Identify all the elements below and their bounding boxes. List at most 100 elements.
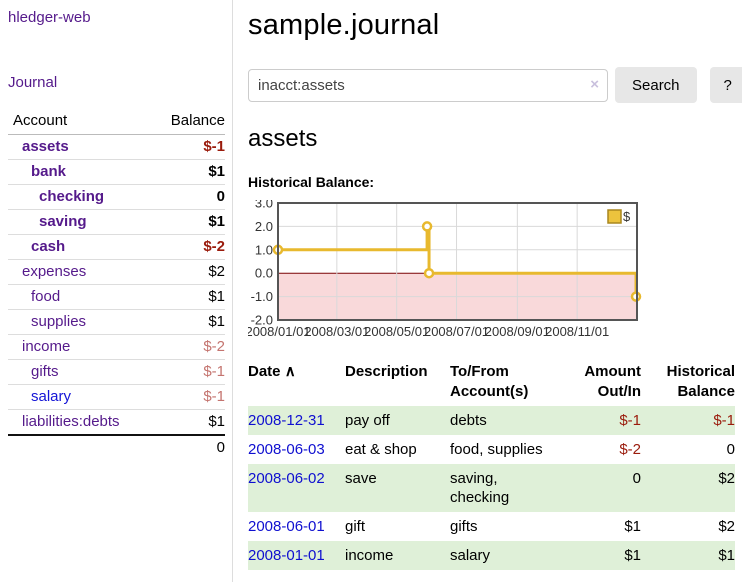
y-axis-tick-label: -2.0: [251, 313, 273, 328]
transaction-date-link[interactable]: 2008-01-01: [248, 547, 325, 564]
account-balance: $2: [154, 259, 225, 285]
account-link-expenses[interactable]: expenses: [22, 263, 87, 280]
transaction-amount: $-1: [619, 412, 641, 429]
account-balance: $1: [154, 159, 225, 185]
accounts-total-row: 0: [8, 434, 225, 460]
account-balance: $-1: [154, 359, 225, 385]
legend-label: $: [623, 209, 631, 224]
app-title-link[interactable]: hledger-web: [8, 9, 91, 26]
account-link-supplies[interactable]: supplies: [31, 313, 87, 330]
account-row: supplies $1: [8, 309, 225, 335]
chart-title: Historical Balance:: [248, 174, 375, 190]
y-axis-tick-label: 3.0: [255, 200, 273, 211]
search-input[interactable]: [248, 68, 608, 102]
register-row: 2008-06-03 eat & shop food, supplies $-2 0: [248, 435, 735, 464]
search-button[interactable]: Search: [615, 67, 697, 103]
x-axis-tick-label: 2008/11/01: [545, 324, 609, 339]
account-row: income $-2: [8, 334, 225, 360]
date-header-label: Date: [248, 363, 281, 380]
transaction-amount: $-2: [619, 441, 641, 458]
account-link-checking[interactable]: checking: [39, 188, 105, 205]
transaction-date-link[interactable]: 2008-06-01: [248, 518, 325, 535]
transaction-description: save: [345, 470, 377, 487]
data-point-marker: [423, 267, 435, 279]
register-row: 2008-06-02 save saving, checking 0 $2: [248, 464, 735, 512]
account-row: gifts $-1: [8, 359, 225, 385]
search-form: × Search ?: [248, 67, 742, 103]
transaction-balance: $2: [718, 470, 735, 487]
transaction-balance: $-1: [713, 412, 735, 429]
register-header-accounts: To/From Account(s): [450, 363, 529, 400]
accounts-table: Account Balance assets $-1 bank $1 checking 0…: [8, 109, 225, 460]
register-row: 2008-01-01 income salary $1 $1: [248, 541, 735, 570]
balance-chart: $3.0 2.0 1.0 0.0 -1.0 -2.0 2008/01/01 2008/03/0…: [245, 196, 735, 342]
account-balance: 0: [154, 184, 225, 210]
transaction-description: gift: [345, 518, 366, 535]
account-balance: $-1: [154, 384, 225, 410]
account-row: cash $-2: [8, 234, 225, 260]
x-axis-tick-label: 2008/05/01: [364, 324, 429, 339]
account-link-income[interactable]: income: [22, 338, 71, 355]
account-balance: $-2: [154, 234, 225, 260]
clear-search-icon[interactable]: ×: [590, 75, 599, 93]
register-table: Date ∧ Description To/From Account(s) Am…: [248, 360, 735, 570]
chart-svg: $3.0 2.0 1.0 0.0 -1.0 -2.02008/01/012008/03/0…: [245, 196, 642, 339]
account-row: checking 0: [8, 184, 225, 210]
accounts-header-account: Account: [8, 109, 155, 135]
register-header-amount: Amount Out/In: [584, 363, 641, 400]
transaction-date-link[interactable]: 2008-06-02: [248, 470, 325, 487]
x-axis-tick-label: 2008/01/01: [248, 324, 311, 339]
sort-ascending-icon: ∧: [284, 363, 296, 380]
transaction-accounts: food, supplies: [450, 441, 543, 458]
register-header-balance: Historical Balance: [666, 363, 735, 400]
x-axis-tick-label: 2008/03/01: [304, 324, 369, 339]
y-axis-tick-label: 1.0: [255, 242, 273, 257]
transaction-description: eat & shop: [345, 441, 417, 458]
account-link-assets[interactable]: assets: [22, 138, 69, 155]
account-link-cash[interactable]: cash: [31, 238, 66, 255]
account-row: bank $1: [8, 159, 225, 185]
transaction-accounts: debts: [450, 412, 487, 429]
account-link-saving[interactable]: saving: [39, 213, 87, 230]
account-balance: $1: [154, 284, 225, 310]
y-axis-tick-label: 0.0: [255, 266, 273, 281]
transaction-accounts: gifts: [450, 518, 478, 535]
transaction-amount: $1: [624, 547, 641, 564]
transaction-description: income: [345, 547, 394, 564]
account-link-salary[interactable]: salary: [31, 388, 72, 405]
register-row: 2008-06-01 gift gifts $1 $2: [248, 512, 735, 541]
account-row: saving $1: [8, 209, 225, 235]
transaction-accounts: salary: [450, 547, 491, 564]
x-axis-tick-label: 2008/07/01: [424, 324, 489, 339]
register-row: 2008-12-31 pay off debts $-1 $-1: [248, 406, 735, 435]
register-header-description: Description: [345, 363, 428, 380]
account-balance: $-1: [154, 134, 225, 160]
accounts-header-balance: Balance: [154, 109, 225, 135]
account-link-gifts[interactable]: gifts: [31, 363, 59, 380]
transaction-date-link[interactable]: 2008-06-03: [248, 441, 325, 458]
account-row: expenses $2: [8, 259, 225, 285]
account-heading: assets: [248, 125, 318, 152]
nav-journal-link[interactable]: Journal: [8, 74, 58, 91]
main-content: sample.journal × Search ? assets Histori…: [245, 0, 742, 570]
transaction-amount: 0: [632, 470, 641, 487]
register-header-date[interactable]: Date ∧: [248, 360, 345, 406]
help-button[interactable]: ?: [709, 67, 742, 103]
account-link-food[interactable]: food: [31, 288, 61, 305]
account-link-liabilities-debts[interactable]: liabilities:debts: [22, 413, 120, 430]
y-axis-tick-label: 2.0: [255, 219, 273, 234]
account-row: liabilities:debts $1: [8, 410, 225, 436]
account-row: salary $-1: [8, 384, 225, 410]
data-point-marker: [421, 221, 433, 232]
transaction-amount: $1: [624, 518, 641, 535]
x-axis-tick-label: 2008/09/01: [485, 324, 550, 339]
y-axis-tick-label: -1.0: [251, 289, 273, 304]
account-link-bank[interactable]: bank: [31, 163, 67, 180]
account-balance: $1: [154, 209, 225, 235]
sidebar: hledger-web Journal Account Balance asse…: [0, 0, 233, 582]
page-title: sample.journal: [248, 9, 440, 41]
transaction-date-link[interactable]: 2008-12-31: [248, 412, 325, 429]
account-row: food $1: [8, 284, 225, 310]
account-balance: $1: [208, 413, 225, 430]
account-balance: $-2: [154, 334, 225, 360]
